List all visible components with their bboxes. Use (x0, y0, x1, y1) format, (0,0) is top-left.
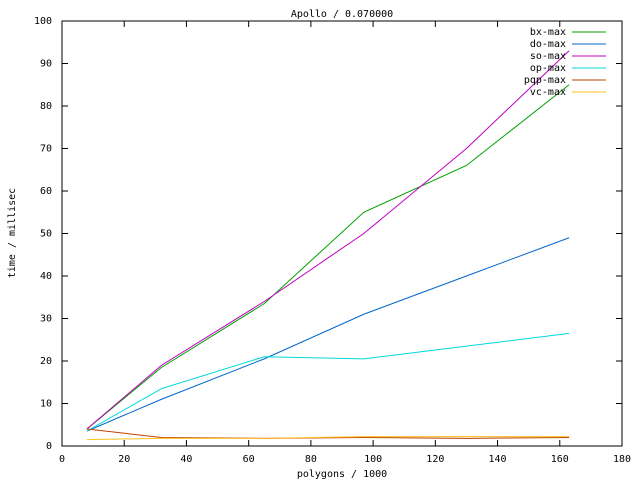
x-tick-label: 120 (426, 454, 444, 465)
y-tick-label: 60 (40, 186, 52, 197)
x-tick-label: 60 (243, 454, 255, 465)
legend-label: op-max (530, 63, 566, 74)
y-tick-label: 30 (40, 314, 52, 325)
y-tick-label: 40 (40, 271, 52, 282)
chart-title: Apollo / 0.070000 (291, 9, 393, 20)
series-line (86, 237, 570, 432)
x-tick-label: 180 (613, 454, 631, 465)
x-axis-label: polygons / 1000 (297, 469, 387, 480)
legend-label: do-max (530, 39, 566, 50)
y-tick-label: 20 (40, 356, 52, 367)
x-tick-label: 40 (180, 454, 192, 465)
x-tick-label: 80 (305, 454, 317, 465)
y-tick-label: 70 (40, 144, 52, 155)
series-line (86, 84, 570, 430)
legend-label: bx-max (530, 27, 566, 38)
series-line (86, 436, 570, 441)
x-tick-label: 0 (59, 454, 65, 465)
y-tick-label: 0 (46, 441, 52, 452)
y-tick-label: 100 (34, 16, 52, 27)
y-axis-label: time / millisec (7, 188, 18, 278)
y-tick-label: 10 (40, 399, 52, 410)
series-line (86, 332, 570, 432)
y-tick-label: 50 (40, 229, 52, 240)
y-tick-label: 80 (40, 101, 52, 112)
legend-label: vc-max (530, 87, 566, 98)
x-tick-label: 140 (489, 454, 507, 465)
series-line (86, 50, 570, 430)
x-tick-label: 20 (118, 454, 130, 465)
y-tick-label: 90 (40, 59, 52, 70)
legend-label: so-max (530, 51, 566, 62)
x-tick-label: 160 (551, 454, 569, 465)
x-tick-label: 100 (364, 454, 382, 465)
legend-label: pqp-max (524, 75, 566, 86)
